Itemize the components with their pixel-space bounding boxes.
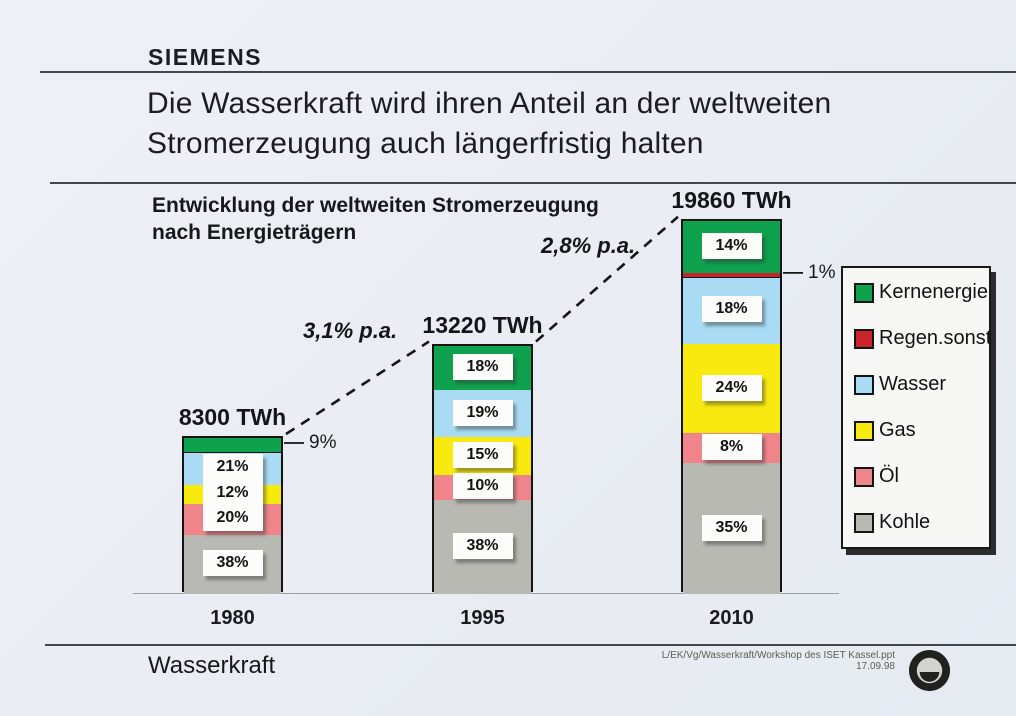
footer-file-path: L/EK/Vg/Wasserkraft/Workshop des ISET Ka… <box>662 650 895 672</box>
segment-label-1995-Kernenergie: 18% <box>452 353 513 380</box>
legend-label-Wasser: Wasser <box>879 373 947 395</box>
legend-swatch-Wasser <box>854 374 874 395</box>
legend-label-Kohle: Kohle <box>879 511 931 533</box>
legend-item-Kernenergie: Kernenergie <box>854 281 988 304</box>
legend-label-Regen.sonst: Regen.sonst <box>879 327 992 349</box>
legend-swatch-Regen.sonst <box>854 328 874 349</box>
segment-label-2010-Gas: 24% <box>701 374 762 401</box>
footer-path-line: L/EK/Vg/Wasserkraft/Workshop des ISET Ka… <box>661 650 895 661</box>
category-label-1980: 1980 <box>210 607 255 629</box>
segment-label-1980-Wasser: 21% <box>202 454 263 481</box>
category-label-1995: 1995 <box>460 607 505 629</box>
segment-label-1980-Kohle: 38% <box>202 550 263 577</box>
footer-date: 17.09.98 <box>856 661 895 672</box>
category-label-2010: 2010 <box>709 607 754 629</box>
segment-label-1995-Gas: 15% <box>452 442 513 469</box>
segment-label-1995-Öl: 10% <box>452 473 513 500</box>
segment-label-2010-Kohle: 35% <box>701 514 762 541</box>
callout-Kernenergie: 9% <box>309 432 337 454</box>
chart-title: Entwicklung der weltweiten Stromerzeugun… <box>152 192 599 246</box>
legend-item-Regen.sonst: Regen.sonst <box>854 327 991 350</box>
segment-1980-Kernenergie <box>184 438 281 453</box>
legend-label-Öl: Öl <box>879 465 899 487</box>
segment-label-2010-Öl: 8% <box>701 434 762 461</box>
chart-title-line2: nach Energieträgern <box>152 221 357 244</box>
footer-topic-label: Wasserkraft <box>148 652 276 679</box>
iset-logo-icon <box>908 649 951 692</box>
legend: Kernenergie Regen.sonst Wasser Gas Öl Kohle <box>841 266 991 549</box>
legend-item-Wasser: Wasser <box>854 373 983 396</box>
legend-swatch-Gas <box>854 420 874 441</box>
title-rule <box>50 182 1016 184</box>
segment-label-2010-Wasser: 18% <box>701 296 762 323</box>
total-label-1995: 13220 TWh <box>422 311 543 338</box>
growth-annotation-0: 3,1% p.a. <box>303 318 398 343</box>
slide-title: Die Wasserkraft wird ihren Anteil an der… <box>147 84 831 164</box>
segment-2010-Regen.sonst <box>683 272 780 277</box>
header-rule <box>40 71 1016 73</box>
total-label-1980: 8300 TWh <box>178 404 287 430</box>
total-label-2010: 19860 TWh <box>671 186 792 213</box>
callout-Regen.sonst: 1% <box>808 261 836 283</box>
bar-2010: 14% 18% 24% 8% 35% <box>681 218 782 594</box>
footer-rule <box>45 644 1016 646</box>
legend-swatch-Kohle <box>854 512 874 533</box>
chart-title-line1: Entwicklung der weltweiten Stromerzeugun… <box>152 194 599 217</box>
slide-title-line1: Die Wasserkraft wird ihren Anteil an der… <box>147 87 832 120</box>
legend-swatch-Öl <box>854 466 874 487</box>
segment-label-1995-Kohle: 38% <box>452 532 513 559</box>
siemens-logo: SIEMENS <box>148 44 263 70</box>
bar-1995: 18% 19% 15% 10% 38% <box>432 343 533 594</box>
segment-label-1980-Gas: 12% <box>202 480 263 507</box>
legend-item-Kohle: Kohle <box>854 511 983 534</box>
legend-swatch-Kernenergie <box>854 282 874 303</box>
bar-1980: 21% 12% 20% 38% <box>182 436 283 594</box>
legend-label-Gas: Gas <box>879 419 916 441</box>
segment-label-2010-Kernenergie: 14% <box>701 232 762 259</box>
growth-annotation-1: 2,8% p.a. <box>541 233 636 258</box>
legend-item-Gas: Gas <box>854 419 983 442</box>
legend-item-Öl: Öl <box>854 465 983 488</box>
segment-label-1995-Wasser: 19% <box>452 399 513 426</box>
segment-label-1980-Öl: 20% <box>202 505 263 532</box>
legend-label-Kernenergie: Kernenergie <box>879 281 988 303</box>
slide-title-line2: Stromerzeugung auch längerfristig halten <box>147 127 704 160</box>
